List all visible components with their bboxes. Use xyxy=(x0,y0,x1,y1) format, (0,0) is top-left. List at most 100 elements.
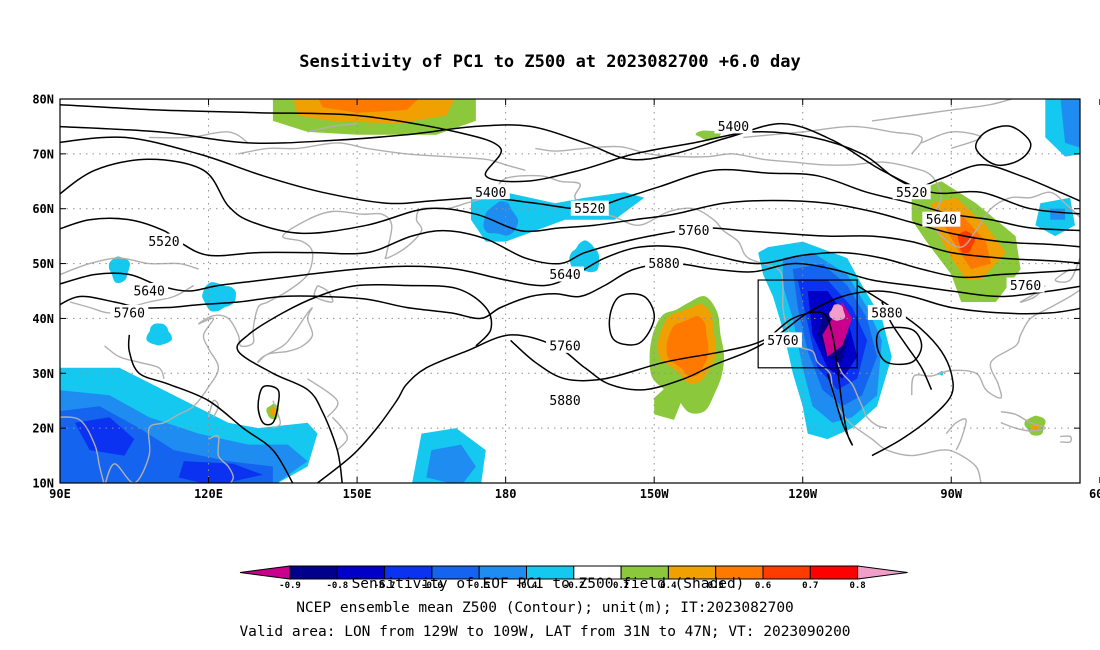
colorbar-tick-label: -0.2 xyxy=(563,581,585,591)
coastline-18 xyxy=(307,123,358,133)
contour-line-6 xyxy=(60,262,1080,320)
shade-na-pink xyxy=(829,304,846,321)
tick-label-lat: 70N xyxy=(32,147,54,161)
colorbar-high-arrow xyxy=(857,565,908,580)
contour-line-2 xyxy=(60,136,1080,232)
tick-label-lat: 10N xyxy=(32,477,54,491)
colorbar-tick-label: 0.6 xyxy=(755,581,771,591)
contour-line-1 xyxy=(60,122,1080,215)
contour-line-0 xyxy=(60,104,1080,202)
contour-label-bg xyxy=(1006,277,1045,293)
contour-label-bg xyxy=(892,184,931,200)
colorbar-tick-label: -0.4 xyxy=(516,581,538,591)
coastline-1 xyxy=(104,174,982,483)
colorbar-tick-label: -0.5 xyxy=(468,581,490,591)
contour-label-5880: 5880 xyxy=(546,392,585,409)
tick-label-lat: 60N xyxy=(32,202,54,216)
shade-pacific-green-tail xyxy=(654,384,684,420)
coastline-19 xyxy=(272,400,282,429)
coastline-0 xyxy=(60,416,105,483)
tick-label-lon: 90W xyxy=(940,487,962,501)
colorbar-tick-label: 0.8 xyxy=(849,581,865,591)
contour-labels: 5400 5400 5520 5520 5520 5640 5640 5640 5760 5760… xyxy=(110,118,1045,409)
colorbar-tick-label: -0.8 xyxy=(326,581,348,591)
contour-label-value: 5400 xyxy=(718,120,749,135)
caption-line-1: Sensitivity of EOF PC1 to Z500 field (Sh… xyxy=(352,576,745,592)
contour-line-8 xyxy=(317,290,1080,483)
contour-label-value: 5760 xyxy=(549,339,580,354)
contour-line-9 xyxy=(236,283,493,483)
shade-china-cyan xyxy=(146,323,172,346)
contour-label-bg xyxy=(546,337,585,353)
graticule xyxy=(60,99,1080,483)
shade-asia-blue3-b xyxy=(178,461,263,483)
contour-label-value: 5640 xyxy=(926,213,957,228)
coastline-4 xyxy=(945,418,967,451)
contour-label-bg xyxy=(130,283,169,298)
contour-label-5760: 5760 xyxy=(1006,277,1045,294)
coastline-11 xyxy=(60,257,199,276)
contour-closed-3 xyxy=(257,385,280,426)
caption-line-2: NCEP ensemble mean Z500 (Contour); unit(… xyxy=(296,600,794,616)
shade-typhoon-amber xyxy=(269,407,276,416)
tick-label-lon: 150W xyxy=(640,487,670,501)
shade-labrador-sky xyxy=(1050,208,1066,220)
coastline-5 xyxy=(257,307,314,364)
colorbar-swatch xyxy=(809,565,859,580)
shaded-sensitivity-field xyxy=(60,99,1080,483)
contour-label-bg xyxy=(645,255,684,271)
contour-label-5640: 5640 xyxy=(922,211,961,228)
contour-label-bg xyxy=(922,211,961,227)
contour-label-5760: 5760 xyxy=(763,332,802,349)
contour-label-5760: 5760 xyxy=(674,222,713,239)
tick-label-lat: 50N xyxy=(32,257,54,271)
contour-label-5520: 5520 xyxy=(892,184,931,201)
contour-closed-1 xyxy=(608,292,655,346)
colorbar-low-arrow xyxy=(239,565,291,580)
contour-label-5640: 5640 xyxy=(130,283,169,300)
contour-label-value: 5520 xyxy=(148,235,179,250)
colorbar-swatch xyxy=(762,565,811,580)
tick-label-lon: 90E xyxy=(49,487,71,501)
shade-greenland-sky xyxy=(1060,99,1080,148)
map-plot-area: 5400 5400 5520 5520 5520 5640 5640 5640 5760 5760… xyxy=(59,98,1081,532)
caption-line-3: Valid area: LON from 129W to 109W, LAT f… xyxy=(239,624,850,640)
colorbar-tick-label: 0.7 xyxy=(802,581,818,591)
contour-label-5520: 5520 xyxy=(570,200,609,217)
tick-label-lon: 150E xyxy=(343,487,372,501)
contour-label-bg xyxy=(570,200,609,216)
coastline-20 xyxy=(307,378,339,418)
contour-label-value: 5880 xyxy=(549,394,580,409)
contour-line-4 xyxy=(60,217,1080,265)
contour-label-bg xyxy=(546,392,585,408)
coastline-16 xyxy=(921,131,982,150)
colorbar-tick-label: -0.9 xyxy=(279,581,301,591)
contour-label-5400: 5400 xyxy=(471,184,510,201)
tick-label-lon: 120W xyxy=(788,487,818,501)
tick-label-lat: 20N xyxy=(32,422,54,436)
coastline-23 xyxy=(1060,435,1072,443)
shade-mongolia-cyan xyxy=(108,256,131,284)
colorbar-tick-label: -0.7 xyxy=(374,581,396,591)
coastline-8 xyxy=(208,434,235,483)
contour-label-bg xyxy=(867,304,906,320)
contour-label-5400: 5400 xyxy=(714,118,753,135)
tick-label-lon: 60W xyxy=(1089,487,1100,501)
contour-label-value: 5760 xyxy=(1010,279,1041,294)
contour-label-bg xyxy=(546,266,585,282)
contour-label-5880: 5880 xyxy=(867,304,906,321)
coastline-6 xyxy=(313,284,334,303)
contour-closed-2 xyxy=(875,326,923,366)
colorbar-tick-label: -0.6 xyxy=(421,581,443,591)
coast-dot xyxy=(127,530,129,532)
coastline-17 xyxy=(149,131,249,144)
contour-label-bg xyxy=(110,304,149,320)
contour-label-value: 5520 xyxy=(574,202,605,217)
colorbar-tick-label: 0.2 xyxy=(613,581,629,591)
coastline-7 xyxy=(207,399,220,418)
coastline-3 xyxy=(911,289,1080,399)
contour-label-5760: 5760 xyxy=(110,304,149,321)
colorbar-tick-label: 0.5 xyxy=(708,581,724,591)
shade-manchuria-cyan xyxy=(202,282,236,312)
